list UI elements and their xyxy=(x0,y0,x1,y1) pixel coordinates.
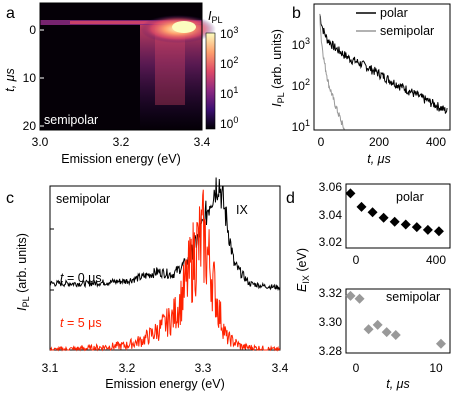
data-point-polar xyxy=(367,207,378,218)
panel-a: a semipolar 0 10 20 t, μs 3.0 3.2 3.4 Em… xyxy=(3,2,238,166)
panel-b-xaxis: 0 200 400 t, μs xyxy=(318,135,447,166)
panel-b-ytick-1: 102 xyxy=(292,77,310,93)
data-point-semipolar xyxy=(363,324,374,335)
heatmap-frame xyxy=(39,2,203,131)
panel-c-xaxis: 3.1 3.2 3.3 3.4 Emission energy (eV) xyxy=(42,361,289,391)
panel-d-bottom-ytick-2: 3.28 xyxy=(319,344,343,358)
panel-c-curve-label-1: t = 5 μs xyxy=(60,316,102,330)
panel-d-letter: d xyxy=(286,190,295,207)
panel-b-legend: polar semipolar xyxy=(356,6,434,38)
panel-b-ylabel: IPL (arb. units) xyxy=(270,29,286,107)
data-point-polar xyxy=(433,226,444,237)
panel-b-yaxis: 103 102 101 IPL (arb. units) xyxy=(270,29,310,134)
panel-a-ytick-0: 0 xyxy=(29,23,36,37)
data-point-polar xyxy=(400,219,411,230)
panel-a-yaxis: 0 10 20 t, μs xyxy=(3,23,44,133)
panel-c-annotation: semipolar xyxy=(56,192,110,206)
panel-b-frame xyxy=(313,3,451,131)
panel-d-bottom-label: semipolar xyxy=(386,290,440,304)
series-line-semipolar xyxy=(319,13,345,131)
panel-b-ytick-0: 103 xyxy=(292,36,310,52)
data-point-polar xyxy=(389,216,400,227)
series-line-t = 5 μs xyxy=(49,189,281,352)
panel-a-letter: a xyxy=(6,5,15,22)
panel-c-xlabel: Emission energy (eV) xyxy=(105,377,225,391)
panel-a-xtick-0: 3.0 xyxy=(32,135,49,149)
panel-d-ylabel: EIX (eV) xyxy=(295,248,311,292)
data-point-polar xyxy=(422,224,433,235)
panel-c-letter: c xyxy=(6,190,14,207)
panel-d-bottom-frame xyxy=(345,288,451,354)
panel-d-top-ytick-2: 3.02 xyxy=(319,235,343,249)
panel-a-ytick-1: 10 xyxy=(23,71,37,85)
panel-c-ylabel: IPL (arb. units) xyxy=(15,233,31,311)
colorbar-tick-1: 102 xyxy=(220,55,238,71)
panel-d-bottom-series xyxy=(345,290,446,349)
panel-b-xlabel: t, μs xyxy=(367,152,391,166)
panel-c-yaxis: IPL (arb. units) xyxy=(15,233,31,311)
panel-c-curve-label-0: t = 0 μs xyxy=(60,271,102,285)
data-point-semipolar xyxy=(435,338,446,349)
panel-d-top-frame xyxy=(345,183,451,249)
panel-b-xtick-2: 400 xyxy=(426,135,446,149)
legend-label-semipolar: semipolar xyxy=(380,24,434,38)
panel-d-top-xtick-1: 400 xyxy=(426,253,446,267)
panel-d-xlabel: t, μs xyxy=(386,377,410,391)
panel-b-xtick-1: 200 xyxy=(369,135,389,149)
heatmap-hotspot-core xyxy=(172,21,196,33)
data-point-semipolar xyxy=(390,330,401,341)
data-point-polar xyxy=(345,188,356,199)
panel-a-ytick-2: 20 xyxy=(23,119,37,133)
data-point-semipolar xyxy=(381,327,392,338)
panel-b-series xyxy=(319,13,448,131)
panel-c: c semipolar IX t = 0 μs t = 5 μs IPL (ar… xyxy=(6,177,289,391)
legend-label-polar: polar xyxy=(380,6,408,20)
data-point-polar xyxy=(378,212,389,223)
panel-d-bottom-ytick-0: 3.32 xyxy=(319,286,343,300)
panel-c-xtick-1: 3.2 xyxy=(119,361,136,375)
panel-d-bottom-ytick-1: 3.30 xyxy=(319,315,343,329)
panel-c-peak-label: IX xyxy=(236,203,248,217)
panel-a-xtick-1: 3.2 xyxy=(113,135,130,149)
panel-d-bottom-xtick-0: 0 xyxy=(353,361,360,375)
panel-c-frame xyxy=(49,185,281,351)
panel-a-xtick-2: 3.4 xyxy=(194,135,211,149)
panel-c-series xyxy=(49,177,281,352)
panel-a-xlabel: Emission energy (eV) xyxy=(61,152,181,166)
panel-d-top-label: polar xyxy=(396,190,424,204)
panel-b: b polar semipolar 103 102 101 IPL (arb. … xyxy=(270,3,451,166)
panel-d-bottom-xtick-1: 10 xyxy=(429,361,443,375)
data-point-polar xyxy=(356,201,367,212)
heatmap-initial-line-bright xyxy=(70,21,202,24)
panel-b-xtick-0: 0 xyxy=(318,135,325,149)
panel-a-colorbar: IPL 103 102 101 100 xyxy=(205,9,238,131)
panel-c-xtick-2: 3.3 xyxy=(195,361,212,375)
colorbar-ticks: 103 102 101 100 xyxy=(220,25,238,131)
data-point-semipolar xyxy=(345,290,356,301)
panel-c-xtick-3: 3.4 xyxy=(272,361,289,375)
data-point-polar xyxy=(411,222,422,233)
panel-d-top-ytick-0: 3.06 xyxy=(319,180,343,194)
panel-a-xaxis: 3.0 3.2 3.4 Emission energy (eV) xyxy=(32,135,211,166)
panel-d: d polar 3.06 3.04 3.02 0 400 semipolar 3… xyxy=(286,180,451,391)
panel-d-top-ytick-1: 3.04 xyxy=(319,208,343,222)
series-line-t = 0 μs xyxy=(49,177,281,292)
colorbar-bar xyxy=(205,32,216,130)
data-point-semipolar xyxy=(354,293,365,304)
panel-d-top-xtick-0: 0 xyxy=(353,253,360,267)
data-point-semipolar xyxy=(372,319,383,330)
series-line-polar xyxy=(319,14,448,114)
panel-c-xtick-0: 3.1 xyxy=(42,361,59,375)
panel-b-ytick-2: 101 xyxy=(292,118,310,134)
colorbar-label: IPL xyxy=(208,9,223,25)
colorbar-tick-2: 101 xyxy=(220,85,238,101)
panel-b-letter: b xyxy=(292,5,301,22)
colorbar-tick-0: 103 xyxy=(220,25,238,41)
panel-a-ylabel: t, μs xyxy=(3,68,17,92)
panel-a-annotation: semipolar xyxy=(44,113,98,127)
panel-d-top-series xyxy=(345,188,444,237)
colorbar-tick-3: 100 xyxy=(220,115,238,131)
